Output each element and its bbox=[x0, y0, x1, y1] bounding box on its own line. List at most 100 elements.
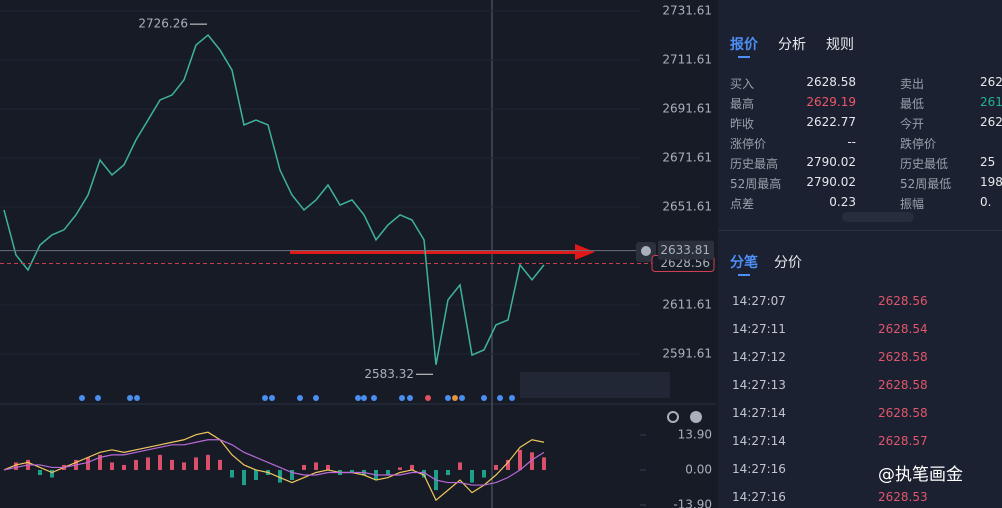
event-dot bbox=[95, 395, 101, 401]
quote-label: 最低 bbox=[900, 97, 925, 111]
settings-icon[interactable] bbox=[667, 411, 679, 423]
macd-bar bbox=[302, 464, 306, 470]
trade-time: 14:27:16 bbox=[732, 462, 786, 476]
macd-bar bbox=[542, 457, 546, 470]
quote-label: 最高 bbox=[730, 97, 755, 111]
trade-tab[interactable]: 分价 bbox=[774, 255, 802, 271]
quote-tab[interactable]: 分析 bbox=[778, 37, 806, 53]
quote-value: 261 bbox=[980, 95, 1002, 109]
y-tick-label: 2611.61 bbox=[662, 298, 712, 312]
chart: 2591.61 2611.61 2651.61 2671.61 2691.61 2711.… bbox=[0, 0, 716, 508]
y-tick-label: 13.90 bbox=[678, 427, 712, 441]
macd-bar bbox=[194, 457, 198, 470]
trade-time: 14:27:12 bbox=[732, 350, 786, 364]
macd-bar bbox=[254, 469, 258, 481]
macd-bar bbox=[458, 462, 462, 470]
y-tick-label: 2651.61 bbox=[662, 200, 712, 214]
trade-price: 2628.57 bbox=[878, 434, 928, 448]
macd-bar bbox=[146, 457, 150, 470]
event-dot bbox=[445, 395, 451, 401]
event-dot bbox=[481, 395, 487, 401]
divider bbox=[718, 230, 1002, 231]
event-dot bbox=[425, 395, 431, 401]
event-dot bbox=[497, 395, 503, 401]
quote-label: 买入 bbox=[730, 77, 755, 91]
quote-label: 历史最低 bbox=[900, 157, 949, 171]
macd-bar bbox=[170, 459, 174, 470]
trade-time: 14:27:11 bbox=[732, 322, 786, 336]
event-dot bbox=[459, 395, 465, 401]
macd-bar bbox=[506, 459, 510, 470]
macd-bar bbox=[98, 454, 102, 470]
event-dot bbox=[371, 395, 377, 401]
y-tick-label: 2731.61 bbox=[662, 4, 712, 18]
quote-label: 振幅 bbox=[900, 197, 925, 211]
macd-line bbox=[3, 431, 545, 502]
trade-price: 2628.54 bbox=[878, 322, 928, 336]
macd-bar bbox=[398, 467, 402, 470]
quote-label: 涨停价 bbox=[730, 137, 767, 151]
y-tick-label: 0.00 bbox=[685, 462, 712, 476]
quote-value: 2628.58 bbox=[806, 75, 856, 89]
macd-bar bbox=[422, 469, 426, 478]
macd-bar bbox=[206, 454, 210, 470]
quote-tab[interactable]: 报价 bbox=[730, 37, 758, 53]
macd-bar bbox=[350, 469, 354, 473]
quote-value: 262 bbox=[980, 75, 1002, 89]
quote-value: 198 bbox=[980, 175, 1002, 189]
event-dot bbox=[79, 395, 85, 401]
y-tick-label: 2671.61 bbox=[662, 151, 712, 165]
trade-price: 2628.56 bbox=[878, 294, 928, 308]
macd-bar bbox=[110, 462, 114, 470]
quote-label: 52周最低 bbox=[900, 177, 952, 191]
quote-value: 262 bbox=[980, 115, 1002, 129]
close-icon[interactable] bbox=[690, 411, 702, 423]
high-label: 2726.26 bbox=[138, 17, 188, 31]
trade-price: 2628.58 bbox=[878, 350, 928, 364]
macd-bar bbox=[446, 469, 450, 476]
side-panel: 报价 分析 规则 买入 2628.58 最高 2629.19 昨收 2622.77 涨停价 -- 历史… bbox=[718, 0, 1002, 508]
macd-bar bbox=[326, 464, 330, 470]
event-dot bbox=[297, 395, 303, 401]
low-label: 2583.32 bbox=[364, 367, 414, 381]
quote-value: 2790.02 bbox=[806, 175, 856, 189]
macd-bar bbox=[218, 459, 222, 470]
macd-bar bbox=[470, 469, 474, 483]
macd-bar bbox=[530, 452, 534, 470]
y-tick-label: 2591.61 bbox=[662, 347, 712, 361]
trade-time: 14:27:14 bbox=[732, 406, 786, 420]
macd-bar bbox=[230, 469, 234, 478]
quote-value: 2629.19 bbox=[806, 95, 856, 109]
quote-label: 点差 bbox=[730, 197, 755, 211]
quote-label: 昨收 bbox=[730, 117, 755, 131]
quote-label: 历史最高 bbox=[730, 157, 779, 171]
quote-value: 2790.02 bbox=[806, 155, 856, 169]
macd-bar bbox=[38, 469, 42, 476]
quote-tab[interactable]: 规则 bbox=[826, 37, 854, 53]
macd-bar bbox=[242, 469, 246, 486]
macd-bar bbox=[122, 464, 126, 470]
macd-bar bbox=[494, 464, 498, 470]
macd-bar bbox=[50, 469, 54, 478]
bell-icon bbox=[641, 246, 651, 256]
quote-value: 0. bbox=[980, 195, 992, 209]
trade-price: 2628.58 bbox=[878, 406, 928, 420]
event-dot bbox=[361, 395, 367, 401]
tab-underline bbox=[738, 56, 750, 58]
macd-bar bbox=[158, 454, 162, 470]
event-dot bbox=[407, 395, 413, 401]
trade-time: 14:27:13 bbox=[732, 378, 786, 392]
quote-value: 0.23 bbox=[829, 195, 856, 209]
trade-tab[interactable]: 分笔 bbox=[730, 255, 758, 271]
trade-price: 2628.53 bbox=[878, 490, 928, 504]
watermark: @执笔画金 bbox=[878, 465, 963, 485]
trade-time: 14:27:07 bbox=[732, 294, 786, 308]
event-dot bbox=[355, 395, 361, 401]
last-price-label: 2633.81 bbox=[660, 243, 710, 257]
quote-label: 今开 bbox=[900, 117, 925, 131]
event-dot bbox=[269, 395, 275, 401]
last-price-box bbox=[658, 240, 714, 260]
collapse-button[interactable] bbox=[842, 212, 914, 222]
macd-bar bbox=[482, 469, 486, 478]
